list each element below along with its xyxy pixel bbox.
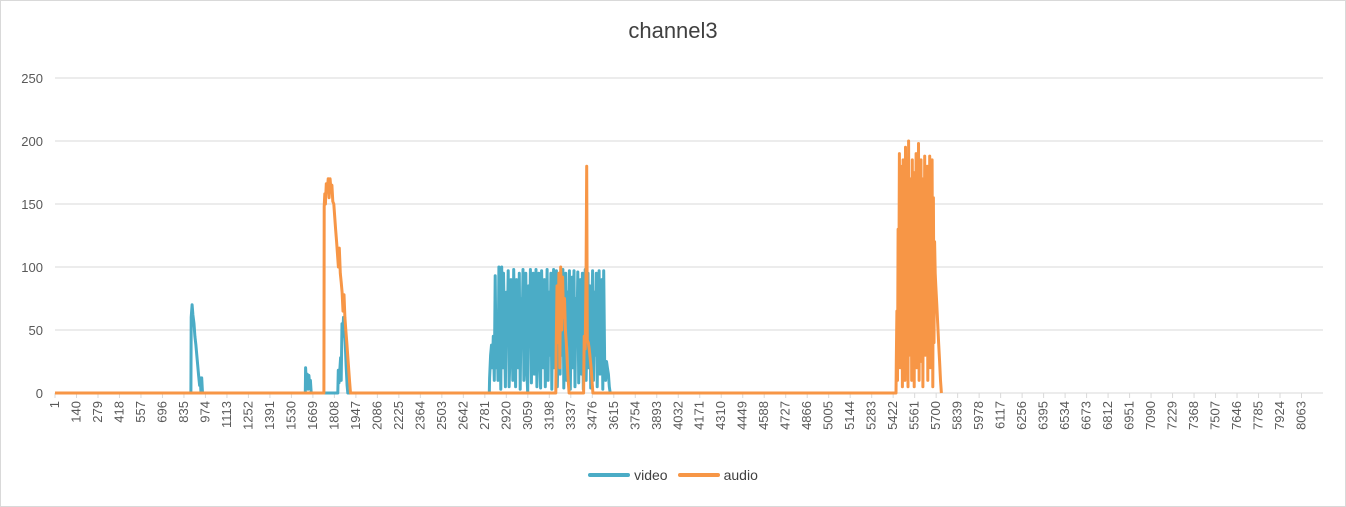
x-tick-label: 2920 xyxy=(498,401,513,430)
x-tick-label: 7507 xyxy=(1208,401,1223,430)
series-line-audio xyxy=(55,139,943,395)
x-tick-label: 1252 xyxy=(240,401,255,430)
legend-swatch-audio xyxy=(677,473,720,477)
x-tick-label: 7090 xyxy=(1143,401,1158,430)
y-axis-ticks: 0 50 100 150 200 250 xyxy=(21,71,43,401)
x-tick-label: 1 xyxy=(47,401,62,408)
x-tick-label: 3476 xyxy=(584,401,599,430)
legend-swatch-video xyxy=(588,473,631,477)
x-tick-label: 140 xyxy=(68,401,83,423)
x-tick-label: 6812 xyxy=(1100,401,1115,430)
x-tick-label: 2364 xyxy=(412,401,427,430)
x-tick-label: 418 xyxy=(111,401,126,423)
x-tick-label: 7646 xyxy=(1229,401,1244,430)
series-lines xyxy=(55,139,943,395)
x-tick-label: 2781 xyxy=(477,401,492,430)
x-tick-label: 4310 xyxy=(713,401,728,430)
x-tick-label: 5978 xyxy=(971,401,986,430)
x-tick-label: 5422 xyxy=(885,401,900,430)
x-tick-label: 2503 xyxy=(434,401,449,430)
legend-label-audio: audio xyxy=(723,467,758,483)
legend: video audio xyxy=(0,467,1346,483)
legend-label-video: video xyxy=(634,467,668,483)
x-tick-label: 1113 xyxy=(219,401,234,428)
x-tick-label: 5283 xyxy=(864,401,879,430)
y-tick-label: 250 xyxy=(21,71,43,86)
x-tick-label: 5700 xyxy=(928,401,943,430)
x-tick-label: 4449 xyxy=(735,401,750,430)
x-tick-label: 7368 xyxy=(1186,401,1201,430)
x-tick-label: 2642 xyxy=(455,401,470,430)
x-tick-label: 974 xyxy=(197,401,212,423)
x-tick-label: 7785 xyxy=(1251,401,1266,430)
x-tick-label: 4727 xyxy=(778,401,793,430)
x-tick-label: 4171 xyxy=(692,401,707,430)
x-axis-ticks: 1 140 279 418 557 696 835 974 1113 1252 1391 1530 16… xyxy=(47,393,1309,430)
legend-item-audio: audio xyxy=(677,467,758,483)
x-tick-label: 1669 xyxy=(305,401,320,430)
x-tick-label: 279 xyxy=(90,401,105,423)
x-tick-label: 6673 xyxy=(1079,401,1094,430)
x-tick-label: 4032 xyxy=(670,401,685,430)
x-tick-label: 1947 xyxy=(348,401,363,430)
x-tick-label: 4866 xyxy=(799,401,814,430)
x-tick-label: 5561 xyxy=(907,401,922,430)
y-tick-label: 150 xyxy=(21,197,43,212)
x-tick-label: 3337 xyxy=(563,401,578,430)
x-tick-label: 7229 xyxy=(1165,401,1180,430)
x-tick-label: 6951 xyxy=(1122,401,1137,430)
x-tick-label: 696 xyxy=(154,401,169,423)
chart-title: channel3 xyxy=(628,18,718,43)
x-tick-label: 6256 xyxy=(1014,401,1029,430)
y-tick-label: 0 xyxy=(36,386,43,401)
x-tick-label: 3198 xyxy=(541,401,556,430)
x-tick-label: 1391 xyxy=(262,401,277,430)
x-tick-label: 4588 xyxy=(756,401,771,430)
x-tick-label: 1808 xyxy=(326,401,341,430)
x-tick-label: 5144 xyxy=(842,401,857,430)
x-tick-label: 7924 xyxy=(1272,401,1287,430)
x-tick-label: 6534 xyxy=(1057,401,1072,430)
x-tick-label: 6117 xyxy=(993,401,1008,429)
x-tick-label: 3893 xyxy=(649,401,664,430)
x-tick-label: 835 xyxy=(176,401,191,423)
x-tick-label: 2225 xyxy=(391,401,406,430)
x-tick-label: 5839 xyxy=(950,401,965,430)
x-tick-label: 3615 xyxy=(606,401,621,430)
y-tick-label: 100 xyxy=(21,260,43,275)
x-tick-label: 557 xyxy=(133,401,148,423)
x-tick-label: 6395 xyxy=(1036,401,1051,430)
x-tick-label: 5005 xyxy=(821,401,836,430)
x-tick-label: 3754 xyxy=(627,401,642,430)
x-tick-label: 3059 xyxy=(520,401,535,430)
gridlines xyxy=(55,77,1323,394)
y-tick-label: 200 xyxy=(21,134,43,149)
x-tick-label: 1530 xyxy=(283,401,298,430)
x-tick-label: 2086 xyxy=(369,401,384,430)
x-tick-label: 8063 xyxy=(1294,401,1309,430)
legend-item-video: video xyxy=(588,467,668,483)
y-tick-label: 50 xyxy=(29,323,43,338)
